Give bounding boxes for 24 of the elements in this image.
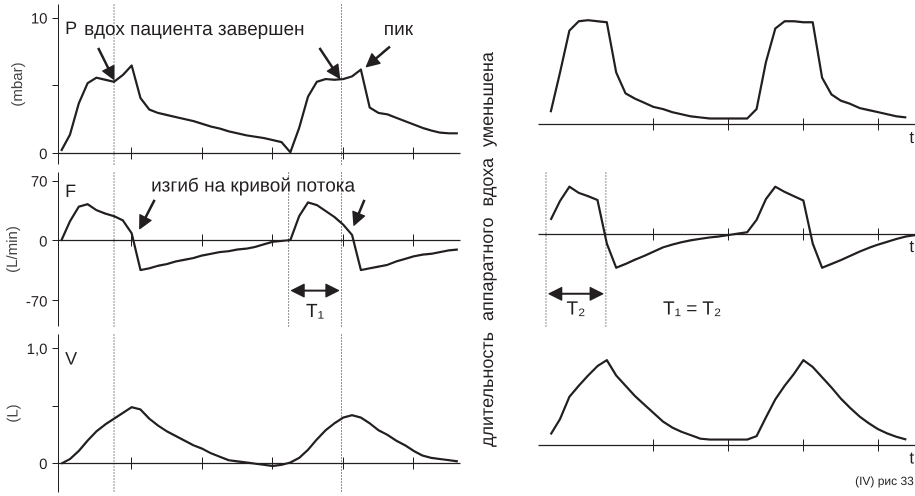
y-tick-label: 10: [30, 10, 48, 28]
annotation: пик: [384, 18, 414, 40]
y-axis-title: (mbar): [8, 62, 26, 107]
annotation: T₁: [306, 301, 324, 322]
x-axis-title: t: [909, 128, 914, 147]
text: P: [65, 18, 78, 38]
text: T₂: [566, 298, 586, 320]
text: длительность аппаратного вдоха уменьшена: [476, 52, 498, 448]
text: V: [65, 348, 78, 368]
text: F: [65, 181, 76, 202]
y-tick-label: 70: [30, 174, 48, 191]
y-tick-label: 1,0: [26, 340, 48, 358]
x-axis-title: t: [909, 448, 914, 468]
y-axis-title: (L): [4, 404, 22, 423]
y-tick-label: 0: [39, 146, 48, 164]
y-tick-label: 0: [39, 456, 48, 474]
text: T₁ = T₂: [662, 298, 722, 320]
y-axis-title: (L/min): [4, 226, 21, 273]
annotation: изгиб на кривой потока: [151, 175, 356, 196]
y-tick-label: 0: [39, 233, 48, 250]
y-tick-label: -70: [26, 293, 48, 310]
x-axis-title: t: [909, 237, 914, 256]
annotation: вдох пациента завершен: [84, 18, 305, 40]
text: (IV) рис 33: [855, 474, 914, 488]
